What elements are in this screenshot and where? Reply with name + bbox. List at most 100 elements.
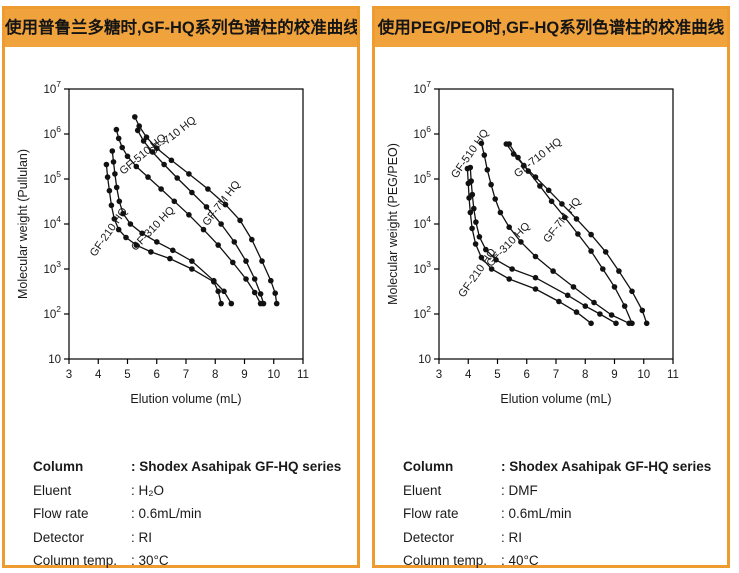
data-point [158, 186, 164, 192]
data-point [525, 168, 531, 174]
y-tick-label: 106 [43, 124, 61, 141]
x-tick-label: 6 [154, 369, 160, 381]
data-point [106, 187, 113, 194]
data-point [154, 145, 160, 152]
data-point [143, 134, 150, 140]
y-tick-label: 10 [418, 354, 431, 366]
data-point [469, 191, 476, 198]
info-row: Flow rate : 0.6mL/min [403, 502, 717, 526]
data-point [588, 231, 594, 238]
x-tick-label: 3 [66, 369, 72, 381]
info-label: Column [33, 459, 84, 474]
info-row: Column temp. : 30°C [33, 549, 347, 573]
data-point [272, 290, 279, 296]
data-point [120, 210, 126, 217]
info-row: Detector : RI [33, 526, 347, 550]
data-point [230, 259, 236, 266]
info-label: Eluent [33, 482, 72, 498]
data-point [123, 234, 129, 241]
y-tick-label: 102 [413, 304, 431, 321]
data-point [145, 174, 151, 180]
data-point [189, 266, 195, 272]
data-point [481, 152, 488, 158]
data-point [478, 254, 485, 261]
data-point [268, 277, 274, 284]
info-label: Flow rate [403, 506, 459, 521]
data-point [573, 309, 580, 315]
x-tick-label: 10 [637, 369, 650, 381]
data-point [186, 212, 192, 218]
data-point [154, 239, 160, 245]
info-value: : 40°C [501, 553, 539, 568]
data-point [473, 219, 479, 225]
data-point [484, 167, 491, 173]
calibration-chart-peg-peo: 3 4 5 6 7 8 9 10 11 107 106 105 104 103 102 10 Elution v… [386, 79, 679, 406]
data-point [588, 320, 594, 327]
x-tick-label: 8 [212, 369, 218, 381]
data-point [559, 201, 565, 207]
data-point [115, 226, 122, 233]
panel-pullulan-calibration: 使用普鲁兰多糖时,GF-HQ系列色谱柱的校准曲线 3 4 5 6 7 8 9 10 11 107 1… [2, 6, 360, 568]
data-point [629, 320, 635, 327]
data-point [205, 186, 211, 192]
data-point [532, 274, 539, 281]
data-point [215, 242, 221, 248]
data-point [237, 217, 243, 224]
data-point [537, 183, 543, 189]
data-point [133, 163, 140, 170]
conditions-block: Column : Shodex Asahipak GF-HQ series El… [33, 455, 347, 573]
data-point [591, 299, 597, 306]
x-tick-label: 11 [667, 369, 679, 381]
y-tick-label: 103 [43, 259, 61, 276]
info-row: Flow rate : 0.6mL/min [33, 502, 347, 526]
info-row: Detector : RI [403, 526, 717, 550]
data-point [611, 284, 618, 290]
x-tick-label: 11 [297, 369, 309, 381]
x-tick-label: 7 [553, 369, 559, 381]
data-point [575, 231, 581, 237]
data-point [119, 144, 125, 151]
data-point [476, 234, 483, 240]
y-tick-label: 105 [43, 169, 61, 186]
y-tick-label: 107 [43, 79, 61, 96]
data-point [564, 292, 571, 299]
info-row: Column temp. : 40°C [403, 549, 717, 573]
info-row: Column : Shodex Asahipak GF-HQ series [33, 455, 347, 479]
info-label: Detector [403, 529, 455, 545]
data-point [509, 266, 515, 272]
data-point [249, 236, 255, 243]
data-point [503, 141, 510, 147]
x-axis-title: Elution volume (mL) [130, 392, 241, 406]
data-point [588, 248, 594, 254]
data-point [515, 154, 521, 161]
data-point [140, 138, 147, 144]
data-point [259, 258, 265, 264]
data-point [469, 225, 475, 232]
info-value: : Shodex Asahipak GF-HQ series [131, 459, 342, 474]
data-point [115, 135, 122, 142]
data-point [189, 258, 195, 264]
data-point [109, 148, 116, 154]
data-point [218, 221, 224, 227]
data-point [200, 226, 207, 233]
data-point [113, 184, 120, 191]
info-label: Column temp. [403, 553, 488, 568]
data-point [613, 320, 619, 327]
x-tick-label: 3 [436, 369, 442, 381]
data-point [573, 216, 580, 222]
data-point [168, 157, 175, 164]
x-tick-label: 9 [241, 369, 247, 381]
x-tick-label: 4 [465, 369, 472, 381]
data-point [478, 140, 485, 147]
data-point [112, 171, 118, 177]
data-point [643, 320, 650, 327]
data-point [215, 288, 221, 295]
data-point [467, 209, 474, 216]
data-point [222, 201, 229, 208]
info-row: Eluent : DMF [403, 479, 717, 503]
info-value: : H₂O [131, 482, 164, 498]
data-point [600, 266, 606, 272]
data-point [149, 149, 156, 155]
x-tick-label: 4 [95, 369, 102, 381]
